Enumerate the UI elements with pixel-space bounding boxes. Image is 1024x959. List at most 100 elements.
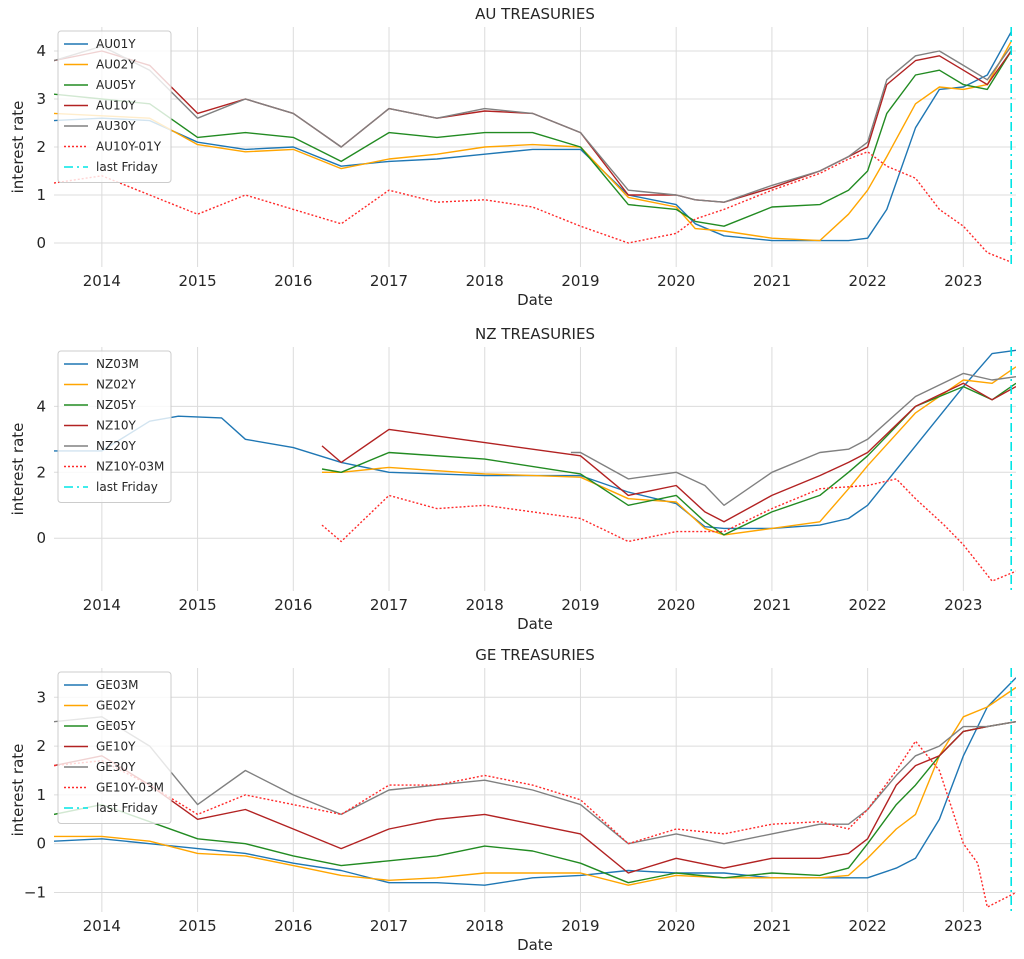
x-tick-label: 2014: [83, 596, 121, 614]
legend-label: AU30Y: [96, 119, 136, 133]
x-tick-label: 2022: [849, 596, 887, 614]
series-layer: [54, 668, 1016, 912]
x-tick-label: 2015: [178, 272, 216, 290]
x-tick-label: 2017: [370, 272, 408, 290]
legend-label: GE03M: [96, 678, 139, 692]
legend-label: last Friday: [96, 801, 158, 815]
legend-box: [57, 350, 172, 503]
panel-title: AU TREASURIES: [475, 5, 595, 23]
y-tick-label: 1: [36, 786, 46, 804]
series-layer: [54, 347, 1016, 591]
series-line-ge10y-03m: [54, 740, 1016, 908]
y-axis-label: interest rate: [9, 101, 27, 194]
legend-box: [57, 671, 172, 824]
x-tick-label: 2019: [561, 272, 599, 290]
y-tick-label: 0: [36, 835, 46, 853]
y-axis-label: interest rate: [9, 423, 27, 516]
y-tick-label: 1: [36, 186, 46, 204]
legend: NZ03M NZ02Y NZ05Y NZ10Y NZ20Y NZ10Y-03M last F…: [57, 350, 172, 503]
plot-area: [54, 347, 1016, 591]
x-tick-label: 2018: [466, 272, 504, 290]
y-tick-label: −1: [24, 883, 46, 901]
series-line-au01y: [54, 31, 1012, 242]
panel-au: 2014 2015 2016 2017 2018 2019 2020 2021 2022 2023…: [9, 5, 1016, 309]
x-tick-label: 2022: [849, 272, 887, 290]
legend-label: NZ20Y: [96, 439, 136, 453]
x-tick-label: 2020: [657, 596, 695, 614]
panel-title: NZ TREASURIES: [475, 325, 595, 343]
legend-label: AU05Y: [96, 78, 136, 92]
series-line-nz10y: [321, 382, 1016, 523]
legend-label: GE10Y: [96, 740, 136, 754]
series-line-au10y-01y: [54, 151, 1012, 263]
x-tick-label: 2020: [657, 272, 695, 290]
x-tick-label: 2018: [466, 917, 504, 935]
series-line-au30y: [54, 45, 1012, 203]
x-tick-label: 2019: [561, 917, 599, 935]
x-tick-label: 2021: [753, 596, 791, 614]
legend: AU01Y AU02Y AU05Y AU10Y AU30Y AU10Y-01Y last F…: [57, 30, 172, 183]
x-tick-label: 2016: [274, 917, 312, 935]
x-tick-label: 2017: [370, 596, 408, 614]
legend-label: last Friday: [96, 480, 158, 494]
y-tick-label: 2: [36, 138, 46, 156]
series-line-ge30y: [54, 716, 1016, 845]
legend-label: GE10Y-03M: [96, 781, 164, 795]
legend-label: NZ10Y: [96, 419, 136, 433]
legend-label: NZ03M: [96, 357, 139, 371]
panel-nz: 2014 2015 2016 2017 2018 2019 2020 2021 2022 2023…: [9, 325, 1016, 633]
legend-label: NZ05Y: [96, 398, 136, 412]
series-line-ge05y: [54, 721, 1016, 884]
x-tick-label: 2021: [753, 917, 791, 935]
legend-label: AU10Y: [96, 99, 136, 113]
x-tick-label: 2015: [178, 917, 216, 935]
y-tick-label: 2: [36, 463, 46, 481]
y-tick-label: 3: [36, 688, 46, 706]
legend-box: [57, 30, 172, 183]
series-line-au02y: [54, 41, 1012, 242]
legend-label: GE30Y: [96, 760, 136, 774]
x-axis-label: Date: [517, 291, 553, 309]
y-tick-label: 3: [36, 90, 46, 108]
legend-label: NZ02Y: [96, 378, 136, 392]
legend: GE03M GE02Y GE05Y GE10Y GE30Y GE10Y-03M last F…: [57, 671, 172, 824]
legend-label: AU02Y: [96, 58, 136, 72]
series-line-nz05y: [321, 382, 1016, 536]
legend-label: AU01Y: [96, 37, 136, 51]
x-tick-label: 2017: [370, 917, 408, 935]
series-line-ge02y: [54, 686, 1016, 886]
x-tick-label: 2016: [274, 596, 312, 614]
y-tick-label: 4: [36, 397, 46, 415]
panel-title: GE TREASURIES: [475, 646, 595, 664]
y-axis-label: interest rate: [9, 744, 27, 837]
series-layer: [54, 27, 1013, 267]
legend-label: GE05Y: [96, 719, 136, 733]
series-line-nz03m: [54, 349, 1016, 530]
x-tick-label: 2015: [178, 596, 216, 614]
legend-label: NZ10Y-03M: [96, 460, 164, 474]
x-axis-label: Date: [517, 936, 553, 954]
series-line-nz10y-03m: [321, 478, 1016, 582]
x-tick-label: 2023: [944, 596, 982, 614]
legend-label: AU10Y-01Y: [96, 140, 162, 154]
x-axis-label: Date: [517, 615, 553, 633]
legend-label: last Friday: [96, 160, 158, 174]
y-tick-label: 2: [36, 737, 46, 755]
x-tick-label: 2020: [657, 917, 695, 935]
panel-ge: 2014 2015 2016 2017 2018 2019 2020 2021 2022 2023…: [9, 646, 1016, 954]
x-tick-label: 2022: [849, 917, 887, 935]
x-tick-label: 2016: [274, 272, 312, 290]
x-tick-label: 2014: [83, 272, 121, 290]
x-tick-label: 2014: [83, 917, 121, 935]
y-tick-label: 4: [36, 42, 46, 60]
x-tick-label: 2023: [944, 917, 982, 935]
series-line-nz20y: [570, 372, 1016, 506]
series-line-au05y: [54, 50, 1012, 227]
x-tick-label: 2019: [561, 596, 599, 614]
series-line-ge10y: [54, 721, 1016, 874]
x-tick-label: 2023: [944, 272, 982, 290]
series-line-ge03m: [54, 677, 1016, 886]
legend-label: GE02Y: [96, 699, 136, 713]
y-tick-label: 0: [36, 529, 46, 547]
